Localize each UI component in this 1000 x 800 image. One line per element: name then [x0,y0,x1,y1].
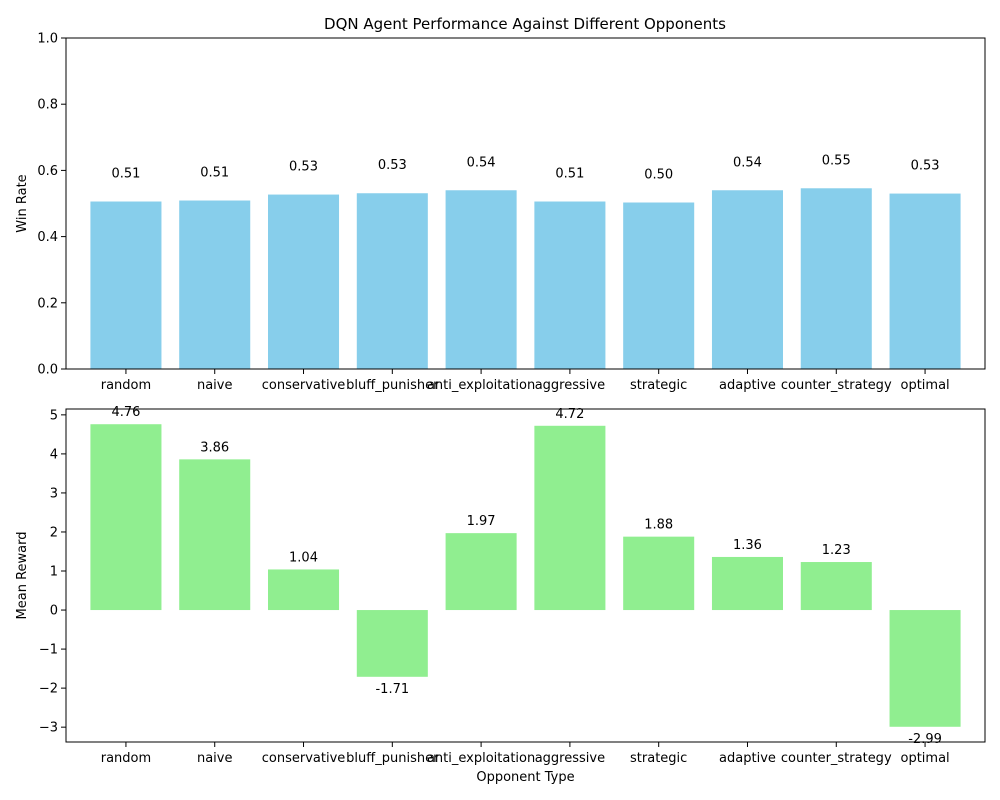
win-rate-data-label-strategic: 0.50 [644,168,673,183]
mean-reward-x-tick-label-anti-exploitation: anti_exploitation [427,751,535,766]
win-rate-data-label-aggressive: 0.51 [555,167,584,182]
win-rate-data-label-counter-strategy: 0.55 [822,153,851,168]
win-rate-y-tick-label: 0.0 [37,363,58,378]
mean-reward-y-tick-label: 3 [50,486,58,501]
win-rate-bar-aggressive [534,201,606,369]
mean-reward-bars [90,424,961,727]
mean-reward-x-tick-label-random: random [101,751,151,766]
mean-reward-y-tick-label: 1 [50,565,58,580]
mean-reward-x-tick-label-counter-strategy: counter_strategy [781,751,892,766]
mean-reward-bar-aggressive [534,425,606,611]
win-rate-x-ticks: random naive conservative bluff_punisherant… [101,369,950,393]
mean-reward-x-tick-label-adaptive: adaptive [719,751,776,766]
win-rate-plot-frame [65,37,986,370]
mean-reward-y-axis-label: Mean Reward [15,532,30,620]
win-rate-x-tick-label-strategic: strategic [630,378,687,393]
mean-reward-data-label-strategic: 1.88 [644,518,673,533]
mean-reward-data-label-random: 4.76 [111,405,140,420]
win-rate-bar-anti-exploitation [445,190,517,369]
mean-reward-x-tick-label-naive: naive [197,751,233,766]
win-rate-chart: 0.51 0.51 0.53 0.53 0.54 0.51 0.50 0.54 0.55 0.53… [15,32,986,393]
win-rate-data-label-bluff-punisher: 0.53 [378,158,407,173]
win-rate-x-tick-label-anti-exploitation: anti_exploitation [427,378,535,393]
win-rate-y-tick-label: 0.4 [37,230,58,245]
mean-reward-bar-naive [179,459,251,611]
win-rate-x-tick-label-counter-strategy: counter_strategy [781,378,892,393]
mean-reward-bar-optimal [889,610,961,727]
win-rate-bar-strategic [623,202,695,369]
mean-reward-x-tick-label-strategic: strategic [630,751,687,766]
mean-reward-chart: 4.76 3.86 1.04 -1.71 1.97 4.72 1.88 1.36 1.23 -2.… [15,405,986,785]
mean-reward-x-tick-label-bluff-punisher: bluff_punisher [346,751,439,766]
mean-reward-y-tick-label: 2 [50,525,58,540]
mean-reward-plot-frame [65,408,986,743]
mean-reward-data-label-anti-exploitation: 1.97 [467,514,496,529]
win-rate-y-tick-label: 0.6 [37,164,58,179]
mean-reward-bar-anti-exploitation [445,533,517,611]
win-rate-data-label-conservative: 0.53 [289,160,318,175]
mean-reward-x-ticks: random naive conservative bluff_punisherant… [101,742,950,766]
win-rate-bar-optimal [889,193,961,369]
mean-reward-x-tick-label-optimal: optimal [900,751,949,766]
win-rate-y-tick-label: 0.8 [37,98,58,113]
win-rate-bar-random [90,201,162,369]
win-rate-y-tick-label: 0.2 [37,296,58,311]
mean-reward-data-label-conservative: 1.04 [289,550,318,565]
mean-reward-data-label-naive: 3.86 [200,440,229,455]
mean-reward-bar-bluff-punisher [356,610,428,677]
win-rate-x-tick-label-bluff-punisher: bluff_punisher [346,378,439,393]
mean-reward-x-tick-label-conservative: conservative [262,751,346,766]
mean-reward-data-label-adaptive: 1.36 [733,538,762,553]
win-rate-x-tick-label-adaptive: adaptive [719,378,776,393]
mean-reward-bar-adaptive [711,556,783,611]
win-rate-y-ticks: 0.0 0.2 0.4 0.6 0.8 1.0 [37,32,66,378]
win-rate-x-tick-label-conservative: conservative [262,378,346,393]
win-rate-data-label-random: 0.51 [111,167,140,182]
mean-reward-bar-counter-strategy [800,562,872,611]
mean-reward-y-tick-label: 0 [50,604,58,619]
win-rate-data-label-anti-exploitation: 0.54 [467,155,496,170]
win-rate-bars [90,188,961,369]
mean-reward-y-tick-label: 4 [50,447,58,462]
mean-reward-data-label-optimal: -2.99 [908,732,942,747]
win-rate-x-tick-label-aggressive: aggressive [535,378,605,393]
win-rate-data-label-optimal: 0.53 [911,159,940,174]
mean-reward-data-labels: 4.76 3.86 1.04 -1.71 1.97 4.72 1.88 1.36 1.23 -2.… [111,405,941,747]
mean-reward-y-tick-label: −1 [39,643,58,658]
mean-reward-bar-strategic [623,536,695,611]
mean-reward-bar-conservative [268,569,340,611]
win-rate-x-tick-label-optimal: optimal [900,378,949,393]
win-rate-bar-counter-strategy [800,188,872,369]
win-rate-bar-adaptive [711,190,783,369]
win-rate-bar-conservative [268,194,340,369]
win-rate-bar-naive [179,200,251,369]
mean-reward-y-ticks: −3 −2 −1 0 1 2 3 4 5 [39,408,66,736]
win-rate-data-label-adaptive: 0.54 [733,155,762,170]
win-rate-y-axis-label: Win Rate [15,174,30,232]
mean-reward-y-tick-label: −3 [39,721,58,736]
mean-reward-bar-random [90,424,162,611]
mean-reward-data-label-bluff-punisher: -1.71 [375,682,409,697]
mean-reward-y-tick-label: 5 [50,408,58,423]
win-rate-x-tick-label-random: random [101,378,151,393]
win-rate-data-label-naive: 0.51 [200,166,229,181]
win-rate-x-tick-label-naive: naive [197,378,233,393]
mean-reward-data-label-counter-strategy: 1.23 [822,543,851,558]
win-rate-bar-bluff-punisher [356,193,428,369]
mean-reward-x-tick-label-aggressive: aggressive [535,751,605,766]
mean-reward-y-tick-label: −2 [39,682,58,697]
mean-reward-x-axis-label: Opponent Type [476,770,574,785]
win-rate-data-labels: 0.51 0.51 0.53 0.53 0.54 0.51 0.50 0.54 0.55 0.53 [111,153,939,182]
win-rate-y-tick-label: 1.0 [37,32,58,47]
figure-title: DQN Agent Performance Against Different … [324,15,726,33]
mean-reward-data-label-aggressive: 4.72 [555,407,584,422]
